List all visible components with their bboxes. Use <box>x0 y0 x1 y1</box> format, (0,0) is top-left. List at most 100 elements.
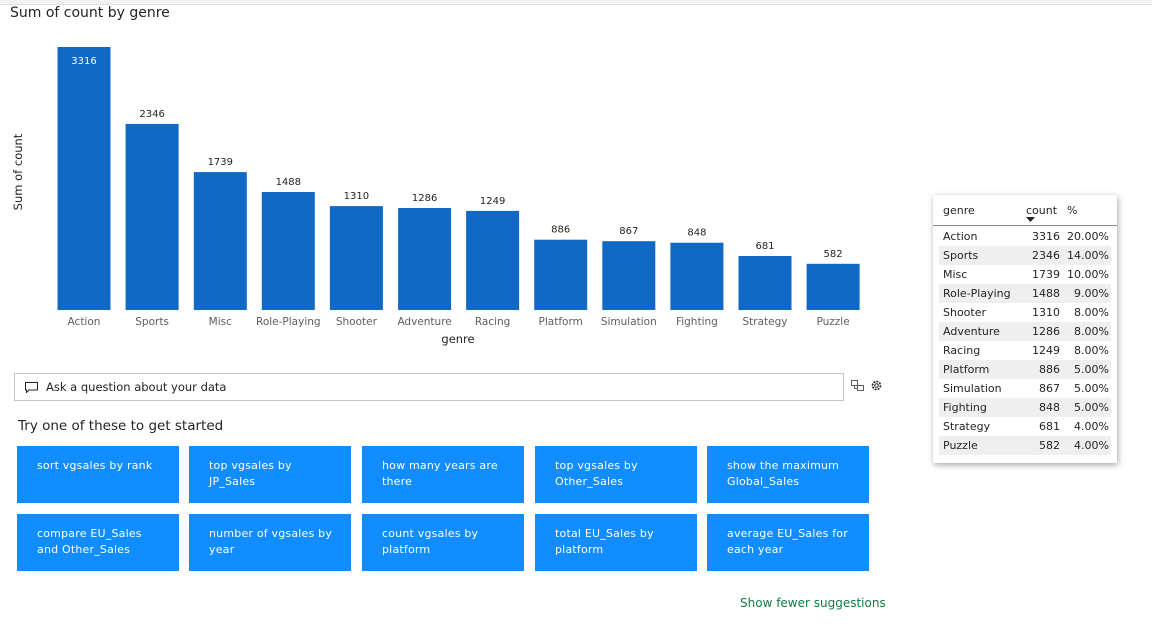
convert-to-visual-icon[interactable] <box>851 379 864 392</box>
qa-input[interactable] <box>44 379 828 395</box>
cell-genre: Fighting <box>943 401 987 414</box>
table-row: Role-Playing 1488 9.00% <box>939 284 1111 303</box>
cell-percent: 8.00% <box>1074 306 1109 319</box>
bar-sports[interactable] <box>125 123 179 311</box>
cell-percent: 5.00% <box>1074 382 1109 395</box>
data-label: 582 <box>824 249 843 260</box>
table-row: Shooter 1310 8.00% <box>939 303 1111 322</box>
column-header-genre[interactable]: genre <box>943 204 975 217</box>
cell-percent: 10.00% <box>1067 268 1109 281</box>
table-row: Sports 2346 14.00% <box>939 246 1111 265</box>
cell-genre: Adventure <box>943 325 1000 338</box>
x-tick-label: Racing <box>475 316 511 328</box>
suggestion-button[interactable]: count vgsales by platform <box>362 514 524 571</box>
x-tick-label: Puzzle <box>816 316 849 328</box>
cell-genre: Role-Playing <box>943 287 1011 300</box>
suggestion-button[interactable]: compare EU_Sales and Other_Sales <box>17 514 179 571</box>
suggestion-button[interactable]: top vgsales by JP_Sales <box>189 446 351 503</box>
data-label: 1739 <box>208 157 233 168</box>
data-label: 1286 <box>412 193 437 204</box>
table-row: Adventure 1286 8.00% <box>939 322 1111 341</box>
cell-percent: 4.00% <box>1074 439 1109 452</box>
top-border <box>0 0 1152 5</box>
cell-count: 3316 <box>1032 230 1060 243</box>
suggestion-button[interactable]: sort vgsales by rank <box>17 446 179 503</box>
cell-genre: Simulation <box>943 382 1002 395</box>
bar-chart: 3316 2346 1739 1488 1310 1286 1249 886 867 848 681… <box>11 47 860 346</box>
bar-adventure[interactable] <box>398 208 452 310</box>
table-row: Strategy 681 4.00% <box>939 417 1111 436</box>
table-row: Fighting 848 5.00% <box>939 398 1111 417</box>
bar-action[interactable] <box>57 47 111 310</box>
cell-count: 1286 <box>1032 325 1060 338</box>
table-row: Puzzle 582 4.00% <box>939 436 1111 455</box>
bar-simulation[interactable] <box>602 241 656 310</box>
data-label: 848 <box>687 228 706 239</box>
qa-question-box[interactable] <box>14 373 844 401</box>
suggestion-button[interactable]: number of vgsales by year <box>189 514 351 571</box>
sort-descending-icon <box>1026 217 1035 222</box>
table-row: Misc 1739 10.00% <box>939 265 1111 284</box>
cell-genre: Strategy <box>943 420 991 433</box>
cell-count: 867 <box>1039 382 1060 395</box>
x-tick-label: Fighting <box>676 316 718 328</box>
cell-count: 1249 <box>1032 344 1060 357</box>
data-label: 867 <box>619 226 638 237</box>
chat-icon <box>25 381 38 393</box>
cell-percent: 9.00% <box>1074 287 1109 300</box>
suggestion-button[interactable]: how many years are there <box>362 446 524 503</box>
data-label: 886 <box>551 225 570 236</box>
cell-count: 848 <box>1039 401 1060 414</box>
cell-count: 1310 <box>1032 306 1060 319</box>
data-label: 1310 <box>344 191 369 202</box>
column-header-count[interactable]: count <box>1026 204 1058 217</box>
x-tick-label: Strategy <box>743 316 788 328</box>
cell-percent: 20.00% <box>1067 230 1109 243</box>
x-tick-label: Shooter <box>336 316 378 328</box>
x-tick-label: Adventure <box>397 316 451 328</box>
suggestion-button[interactable]: average EU_Sales for each year <box>707 514 869 571</box>
bar-platform[interactable] <box>534 239 588 310</box>
cell-genre: Puzzle <box>943 439 978 452</box>
cell-genre: Racing <box>943 344 981 357</box>
cell-count: 886 <box>1039 363 1060 376</box>
x-tick-label: Action <box>68 316 101 328</box>
x-tick-label: Misc <box>209 316 232 328</box>
genre-table: genre count % Action 3316 20.00% Sports … <box>933 195 1117 463</box>
bar-strategy[interactable] <box>738 256 792 310</box>
bar-misc[interactable] <box>193 172 247 310</box>
try-label: Try one of these to get started <box>18 418 224 434</box>
data-label: 1249 <box>480 196 505 207</box>
x-axis-title: genre <box>441 332 474 346</box>
cell-genre: Platform <box>943 363 990 376</box>
data-label: 2346 <box>139 109 164 120</box>
cell-count: 1488 <box>1032 287 1060 300</box>
bar-shooter[interactable] <box>329 206 383 310</box>
y-axis-title: Sum of count <box>11 133 25 210</box>
cell-genre: Action <box>943 230 978 243</box>
cell-percent: 8.00% <box>1074 325 1109 338</box>
cell-percent: 5.00% <box>1074 401 1109 414</box>
table-row: Platform 886 5.00% <box>939 360 1111 379</box>
settings-gear-icon[interactable] <box>870 379 883 392</box>
cell-genre: Shooter <box>943 306 987 319</box>
chart-title: Sum of count by genre <box>10 5 170 21</box>
bar-role-playing[interactable] <box>261 192 315 310</box>
cell-percent: 5.00% <box>1074 363 1109 376</box>
suggestion-button[interactable]: show the maximum Global_Sales <box>707 446 869 503</box>
bar-racing[interactable] <box>466 210 520 310</box>
cell-percent: 4.00% <box>1074 420 1109 433</box>
bar-fighting[interactable] <box>670 242 724 310</box>
cell-count: 2346 <box>1032 249 1060 262</box>
suggestion-button[interactable]: top vgsales by Other_Sales <box>535 446 697 503</box>
x-tick-label: Simulation <box>601 316 657 328</box>
bar-puzzle[interactable] <box>806 263 860 310</box>
cell-percent: 14.00% <box>1067 249 1109 262</box>
column-header-percent[interactable]: % <box>1067 204 1078 217</box>
show-fewer-suggestions-link[interactable]: Show fewer suggestions <box>740 596 886 610</box>
table-header: genre count % <box>933 195 1117 226</box>
data-label: 1488 <box>276 177 301 188</box>
suggestion-button[interactable]: total EU_Sales by platform <box>535 514 697 571</box>
table-row: Simulation 867 5.00% <box>939 379 1111 398</box>
cell-genre: Misc <box>943 268 968 281</box>
